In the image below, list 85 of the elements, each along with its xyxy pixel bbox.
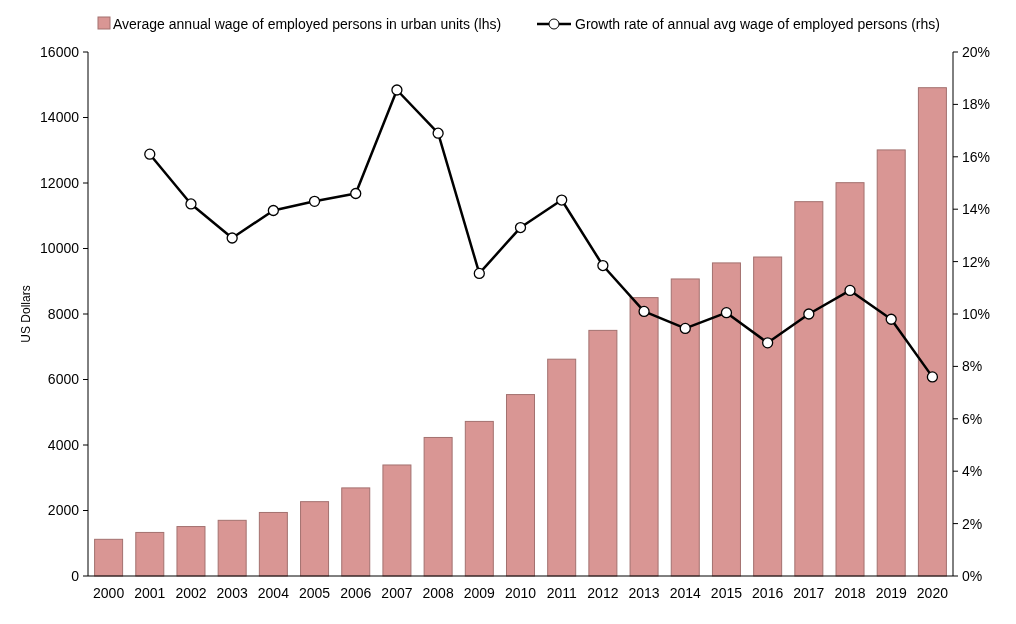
bar: [629, 297, 659, 577]
point: [926, 371, 939, 383]
point: [761, 337, 774, 349]
x-tick-label: 2014: [669, 585, 702, 601]
bar: [382, 464, 412, 577]
y-tick-label: 4000: [47, 436, 80, 453]
y2-tick-label: 0%: [962, 567, 983, 584]
point: [391, 84, 403, 96]
point: [679, 322, 691, 335]
point: [432, 127, 444, 139]
y2-tick-label: 20%: [962, 43, 991, 60]
point: [308, 195, 321, 207]
bar: [176, 526, 206, 577]
y-tick-label: 2000: [47, 502, 80, 519]
x-tick-label: 2002: [175, 585, 207, 601]
y-tick-label: 10000: [40, 240, 80, 257]
bar: [341, 487, 371, 577]
x-tick-label: 2006: [340, 585, 372, 601]
x-tick-label: 2001: [134, 585, 166, 601]
bar: [547, 358, 577, 577]
x-tick-label: 2007: [381, 585, 413, 601]
legend-label: Average annual wage of employed persons in urban units (lhs): [113, 16, 502, 32]
point: [473, 267, 485, 280]
legend-label: Growth rate of annual avg wage of employed persons (rhs): [575, 16, 940, 32]
x-tick-label: 2004: [257, 585, 290, 601]
x-tick-label: 2019: [875, 585, 907, 601]
y2-tick-label: 10%: [962, 305, 991, 322]
point: [514, 221, 527, 234]
bar: [300, 501, 330, 577]
x-tick-label: 2018: [834, 585, 866, 601]
bar: [423, 436, 453, 577]
x-tick-label: 2000: [93, 585, 125, 601]
point: [885, 313, 897, 325]
y-tick-label: 12000: [40, 174, 80, 191]
point: [350, 187, 362, 200]
y2-tick-label: 16%: [962, 148, 991, 165]
point: [556, 194, 568, 206]
bar: [135, 531, 165, 577]
x-tick-label: 2020: [916, 585, 949, 601]
x-tick-label: 2009: [463, 585, 496, 601]
bar: [94, 538, 124, 577]
bar: [506, 394, 535, 577]
point: [803, 308, 815, 320]
x-tick-label: 2012: [587, 585, 619, 601]
bar: [876, 149, 906, 577]
bar: [670, 278, 700, 577]
x-tick-label: 2005: [298, 585, 331, 601]
point: [844, 284, 856, 297]
point: [638, 305, 650, 318]
point: [597, 259, 609, 272]
bar: [917, 87, 947, 577]
point: [720, 307, 733, 319]
x-tick-label: 2016: [752, 585, 784, 601]
bar: [464, 420, 494, 577]
x-tick-label: 2011: [546, 585, 577, 601]
y-axis-title: US Dollars: [19, 285, 33, 343]
point: [267, 204, 280, 217]
y2-tick-label: 6%: [962, 410, 983, 427]
bar: [835, 182, 865, 577]
y2-tick-label: 12%: [962, 253, 991, 270]
x-tick-label: 2008: [422, 585, 454, 601]
y-tick-label: 0: [71, 567, 80, 584]
y-tick-label: 16000: [40, 43, 80, 60]
y2-tick-label: 14%: [962, 201, 991, 218]
y-tick-label: 8000: [47, 305, 80, 322]
bar: [258, 511, 288, 577]
x-tick-label: 2017: [793, 585, 825, 601]
y2-tick-label: 18%: [962, 96, 991, 113]
y2-tick-label: 2%: [962, 515, 983, 532]
x-tick-label: 2003: [216, 585, 248, 601]
bar: [217, 519, 247, 577]
y-tick-label: 14000: [40, 109, 80, 126]
bar: [588, 329, 618, 577]
point: [144, 148, 156, 160]
y2-tick-label: 4%: [962, 463, 983, 480]
point: [226, 232, 238, 244]
bar: [753, 256, 783, 577]
bar: [794, 201, 824, 577]
x-tick-label: 2010: [504, 585, 537, 601]
y2-tick-label: 8%: [962, 358, 983, 375]
x-tick-label: 2013: [628, 585, 660, 601]
point: [185, 198, 197, 210]
bar: [711, 262, 741, 577]
x-tick-label: 2015: [710, 585, 743, 601]
y-tick-label: 6000: [47, 371, 80, 388]
